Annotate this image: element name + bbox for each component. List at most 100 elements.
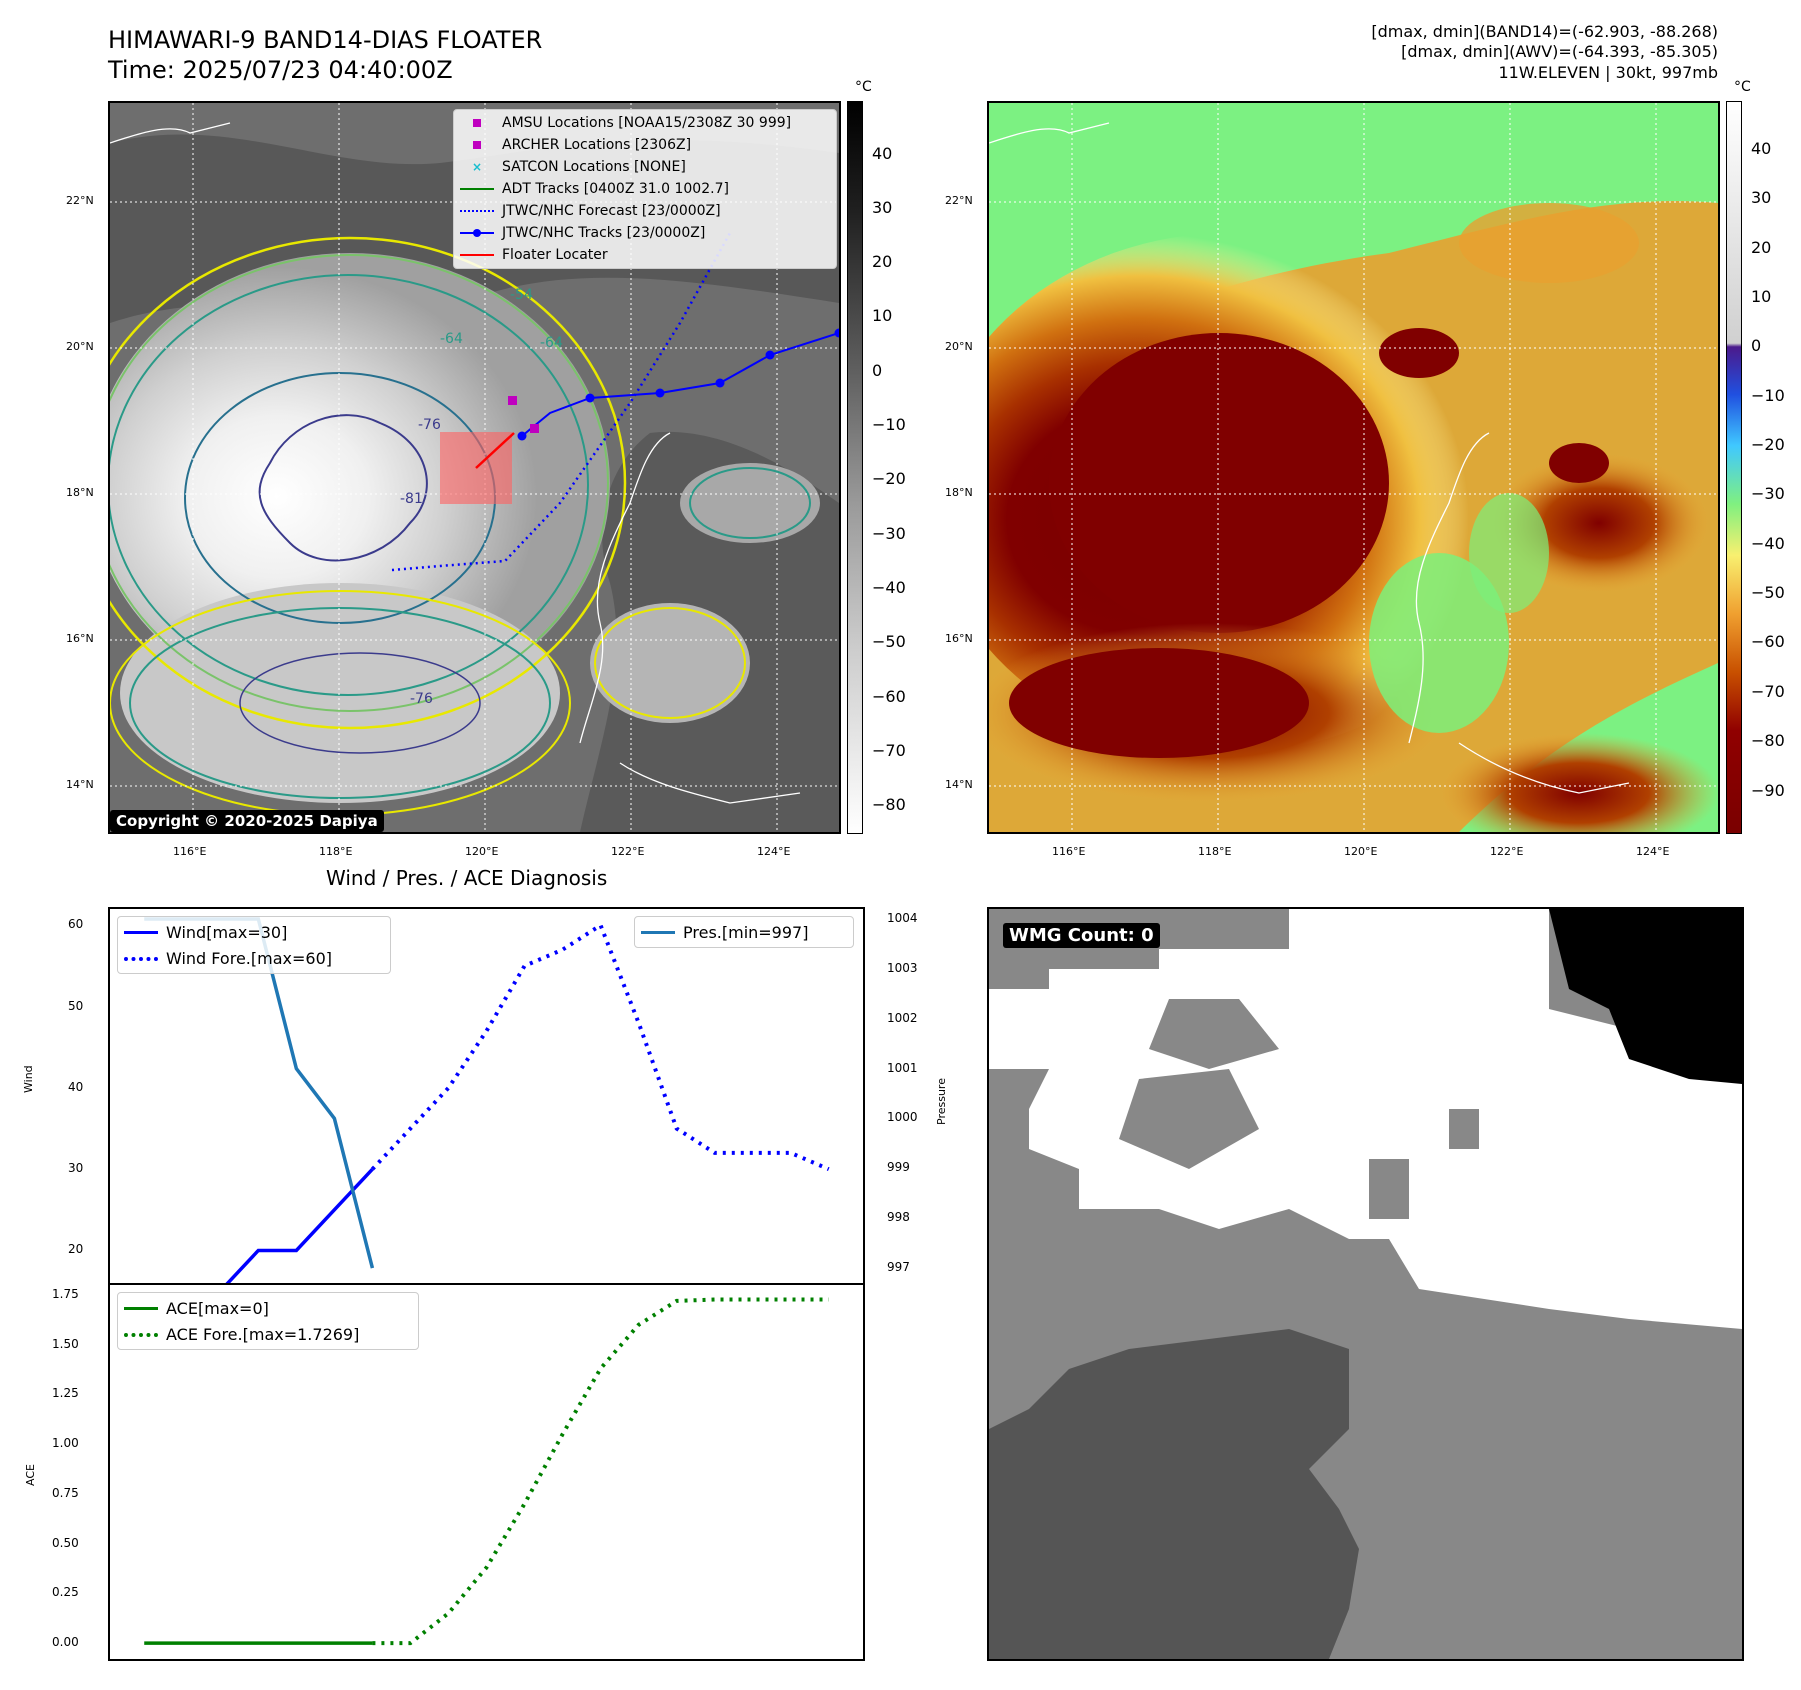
lat-label: 16°N <box>66 632 94 645</box>
lat-label: 18°N <box>66 486 94 499</box>
lat-label: 20°N <box>66 340 94 353</box>
pressure-tick-label: 999 <box>887 1160 910 1175</box>
copyright-badge: Copyright © 2020-2025 Dapiya <box>110 810 384 832</box>
lon-label: 124°E <box>757 845 791 858</box>
line-marker-icon <box>460 249 494 261</box>
wind-tick-label: 50 <box>68 998 84 1013</box>
legend-label: JTWC/NHC Tracks [23/0000Z] <box>502 225 706 241</box>
wind-axis-label: Wind <box>22 1065 35 1093</box>
contour-label: -76 <box>410 691 433 707</box>
dotted-line-icon <box>460 205 494 217</box>
colorbar-tick: 30 <box>872 197 893 217</box>
legend-entry-ace-forecast: ACE Fore.[max=1.7269] <box>118 1321 418 1347</box>
lon-label: 118°E <box>319 845 353 858</box>
lat-label: 16°N <box>945 632 973 645</box>
colorbar-tick: 0 <box>872 360 883 380</box>
lat-label: 20°N <box>945 340 973 353</box>
colorbar-tick: 10 <box>872 306 893 326</box>
wmg-count-badge: WMG Count: 0 <box>1003 923 1160 948</box>
legend-entry-tracks: JTWC/NHC Tracks [23/0000Z] <box>454 222 836 244</box>
colorbar-tick: −60 <box>1751 632 1785 652</box>
ace-tick-label: 1.50 <box>52 1336 79 1351</box>
lat-label: 22°N <box>945 194 973 207</box>
contour-label: -64 <box>540 335 563 351</box>
ace-chart <box>144 1297 829 1646</box>
wind-pressure-panel: Wind[max=30] Wind Fore.[max=60] Pres.[mi… <box>108 907 865 1285</box>
pressure-axis-label: Pressure <box>935 1078 948 1125</box>
map-legend: AMSU Locations [NOAA15/2308Z 30 999] ARC… <box>453 109 837 269</box>
wmg-map <box>989 909 1742 1659</box>
line-marker-icon <box>460 183 494 195</box>
lat-label: 18°N <box>945 486 973 499</box>
legend-entry-amsu: AMSU Locations [NOAA15/2308Z 30 999] <box>454 112 836 134</box>
colorbar-tick: 30 <box>1751 188 1772 208</box>
lat-label: 22°N <box>66 194 94 207</box>
ir-color-map-panel <box>987 101 1720 834</box>
legend-label: Pres.[min=997] <box>683 922 809 942</box>
legend-label: ACE Fore.[max=1.7269] <box>166 1324 360 1344</box>
legend-entry-adt: ADT Tracks [0400Z 31.0 1002.7] <box>454 178 836 200</box>
page-title: HIMAWARI-9 BAND14-DIAS FLOATER <box>108 26 543 54</box>
colorbar-tick: −80 <box>1751 731 1785 751</box>
pressure-tick-label: 998 <box>887 1210 910 1225</box>
colorbar-tick: 20 <box>1751 237 1772 257</box>
line-dot-marker-icon <box>460 227 494 239</box>
colorbar-tick: −60 <box>872 686 906 706</box>
colorbar-tick: −20 <box>872 469 906 489</box>
square-marker-icon <box>460 139 494 151</box>
legend-entry-forecast: JTWC/NHC Forecast [23/0000Z] <box>454 200 836 222</box>
lon-label: 120°E <box>465 845 499 858</box>
wind-observed-line <box>225 1167 374 1283</box>
colorbar-tick: 40 <box>872 143 893 163</box>
colorbar-tick: −70 <box>1751 681 1785 701</box>
square-marker-icon <box>460 117 494 129</box>
lon-label: 120°E <box>1344 845 1378 858</box>
colorbar-tick: −10 <box>872 415 906 435</box>
legend-entry-ace: ACE[max=0] <box>118 1295 418 1321</box>
legend-label: ADT Tracks [0400Z 31.0 1002.7] <box>502 181 729 197</box>
lon-label: 118°E <box>1198 845 1232 858</box>
lon-label: 116°E <box>1052 845 1086 858</box>
pressure-tick-label: 1000 <box>887 1110 918 1125</box>
ace-tick-label: 1.25 <box>52 1386 79 1401</box>
legend-label: Floater Locater <box>502 247 608 263</box>
pressure-tick-label: 1001 <box>887 1060 918 1075</box>
colorbar-tick: 0 <box>1751 336 1762 356</box>
colorbar-tick: −30 <box>1751 484 1785 504</box>
colorbar-tick: −10 <box>1751 385 1785 405</box>
ace-forecast-line <box>372 1297 829 1646</box>
colorbar-tick: 10 <box>1751 286 1772 306</box>
lon-label: 122°E <box>1490 845 1524 858</box>
ace-tick-label: 0.75 <box>52 1485 79 1500</box>
legend-label: AMSU Locations [NOAA15/2308Z 30 999] <box>502 115 792 131</box>
colorbar-unit: °C <box>1734 79 1751 95</box>
legend-entry-wind: Wind[max=30] <box>118 919 390 945</box>
legend-label: ACE[max=0] <box>166 1298 269 1318</box>
pressure-tick-label: 997 <box>887 1260 910 1275</box>
contour-label: -64 <box>440 331 463 347</box>
color-colorbar <box>1726 101 1742 834</box>
colorbar-tick: −90 <box>1751 780 1785 800</box>
legend-entry-satcon: × SATCON Locations [NONE] <box>454 156 836 178</box>
stats-line-band14: [dmax, dmin](BAND14)=(-62.903, -88.268) <box>1371 22 1718 41</box>
wmg-panel: WMG Count: 0 <box>987 907 1744 1661</box>
wind-tick-label: 60 <box>68 917 84 932</box>
ace-tick-label: 1.00 <box>52 1436 79 1451</box>
wind-forecast-line <box>370 922 830 1172</box>
pressure-tick-label: 1003 <box>887 960 918 975</box>
dotted-line-icon <box>124 1328 158 1340</box>
legend-entry-wind-forecast: Wind Fore.[max=60] <box>118 945 390 971</box>
pressure-tick-label: 1002 <box>887 1010 918 1025</box>
diagnosis-title: Wind / Pres. / ACE Diagnosis <box>326 866 608 890</box>
legend-label: SATCON Locations [NONE] <box>502 159 686 175</box>
lat-label: 14°N <box>66 778 94 791</box>
lon-label: 116°E <box>173 845 207 858</box>
x-marker-icon: × <box>471 160 483 174</box>
legend-label: Wind Fore.[max=60] <box>166 948 332 968</box>
stats-line-awv: [dmax, dmin](AWV)=(-64.393, -85.305) <box>1401 42 1718 61</box>
colorbar-tick: −40 <box>872 577 906 597</box>
line-marker-icon <box>124 1302 158 1314</box>
colorbar-tick: −20 <box>1751 435 1785 455</box>
contour-label: -81 <box>400 491 423 507</box>
lat-label: 14°N <box>945 778 973 791</box>
